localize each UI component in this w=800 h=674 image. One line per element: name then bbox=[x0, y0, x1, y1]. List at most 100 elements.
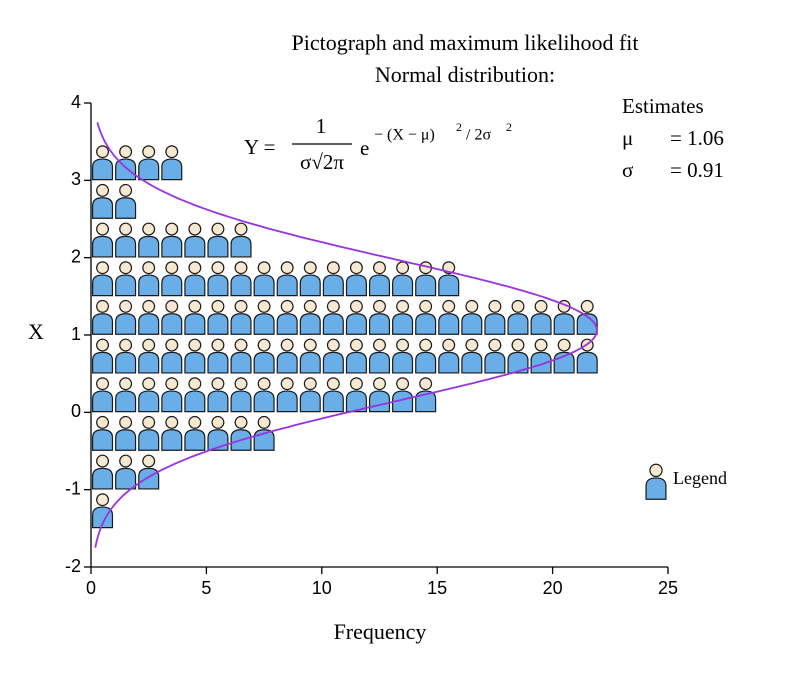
icon-head bbox=[119, 377, 133, 391]
icon-head bbox=[96, 338, 110, 352]
icon-head bbox=[211, 261, 225, 275]
icon-head bbox=[142, 261, 156, 275]
icon-body bbox=[276, 390, 298, 413]
legend-icon bbox=[645, 463, 667, 500]
equation-base: e bbox=[360, 136, 369, 160]
icon-head bbox=[211, 377, 225, 391]
icon-head bbox=[303, 338, 317, 352]
icon-body bbox=[415, 274, 437, 297]
icon-head bbox=[257, 415, 271, 429]
icon-head bbox=[534, 338, 548, 352]
icon-body bbox=[345, 274, 367, 297]
icon-head bbox=[326, 261, 340, 275]
icon-head bbox=[257, 299, 271, 313]
icon-row bbox=[92, 299, 598, 335]
icon-body bbox=[92, 274, 114, 297]
icon-body bbox=[115, 313, 137, 335]
icon-head bbox=[119, 338, 133, 352]
icon-head bbox=[442, 299, 456, 313]
icon-body bbox=[322, 390, 344, 413]
icon-head bbox=[188, 222, 202, 236]
icon-body bbox=[207, 274, 229, 297]
x-tick-label: 10 bbox=[312, 578, 332, 598]
icon-body bbox=[207, 351, 229, 374]
icon-head bbox=[165, 377, 179, 391]
icon-body bbox=[415, 351, 437, 374]
icon-body bbox=[92, 197, 114, 219]
icon-head bbox=[96, 222, 110, 236]
icon-head bbox=[142, 299, 156, 313]
icon-head bbox=[142, 377, 156, 391]
equation-denominator: σ√2π bbox=[300, 150, 344, 174]
icon-head bbox=[373, 377, 386, 391]
icon-row bbox=[92, 222, 252, 258]
icon-head bbox=[234, 338, 248, 352]
chart-subtitle: Normal distribution: bbox=[375, 62, 555, 87]
chart-title: Pictograph and maximum likelihood fit bbox=[291, 30, 638, 55]
icon-head bbox=[419, 299, 433, 313]
icon-row bbox=[92, 338, 598, 374]
icon-body bbox=[161, 429, 183, 451]
icon-row bbox=[92, 183, 137, 219]
icon-head bbox=[234, 415, 248, 429]
icon-head bbox=[419, 338, 433, 352]
icon-head bbox=[326, 338, 340, 352]
estimates-title: Estimates bbox=[622, 94, 704, 118]
icon-head bbox=[257, 377, 271, 391]
icon-head bbox=[211, 299, 225, 313]
icon-body bbox=[368, 390, 391, 413]
y-tick-label: -1 bbox=[65, 478, 81, 498]
equation-exponent: − (X − μ) bbox=[374, 127, 435, 144]
icon-body bbox=[115, 467, 137, 490]
icon-body bbox=[322, 313, 344, 335]
icon-body bbox=[230, 274, 252, 297]
y-tick-label: 1 bbox=[71, 324, 81, 344]
x-tick-label: 25 bbox=[658, 578, 678, 598]
icon-body bbox=[92, 158, 114, 181]
icon-head bbox=[349, 338, 363, 352]
icon-head bbox=[165, 222, 179, 236]
icon-head bbox=[142, 222, 156, 236]
equation-power: 2 bbox=[506, 120, 512, 134]
icon-body bbox=[138, 235, 160, 258]
icon-body bbox=[92, 235, 114, 258]
icon-body bbox=[115, 429, 137, 451]
icon-body bbox=[299, 390, 321, 413]
icon-body bbox=[253, 351, 275, 374]
icon-body bbox=[115, 235, 137, 258]
icon-body bbox=[92, 429, 114, 451]
y-axis-label: X bbox=[28, 319, 44, 344]
icon-body bbox=[184, 235, 206, 258]
icon-head bbox=[119, 222, 133, 236]
icon-body bbox=[438, 274, 460, 297]
icon-body bbox=[276, 274, 298, 297]
icon-body bbox=[207, 390, 229, 413]
icon-head bbox=[280, 377, 294, 391]
icon-body bbox=[553, 313, 575, 335]
icon-body bbox=[507, 313, 529, 335]
icon-head bbox=[488, 299, 502, 313]
icon-body bbox=[230, 313, 252, 335]
icon-row bbox=[92, 377, 437, 413]
icon-head bbox=[511, 338, 525, 352]
icon-head bbox=[396, 377, 410, 391]
icon-head bbox=[96, 183, 110, 197]
icon-head bbox=[211, 415, 225, 429]
icon-body bbox=[345, 313, 367, 335]
icon-body bbox=[184, 429, 206, 451]
icon-head bbox=[396, 299, 410, 313]
icon-body bbox=[161, 158, 183, 181]
icon-head bbox=[142, 145, 156, 159]
icon-body bbox=[392, 313, 414, 335]
icon-body bbox=[138, 274, 160, 297]
icon-head bbox=[234, 222, 248, 236]
icon-body bbox=[299, 313, 321, 335]
x-axis-label: Frequency bbox=[334, 619, 427, 644]
icon-body bbox=[415, 313, 437, 335]
icon-body bbox=[392, 351, 414, 374]
icon-body bbox=[184, 274, 206, 297]
icon-head bbox=[257, 338, 271, 352]
icon-body bbox=[253, 274, 275, 297]
icon-body bbox=[576, 313, 598, 335]
icon-head bbox=[119, 183, 133, 197]
